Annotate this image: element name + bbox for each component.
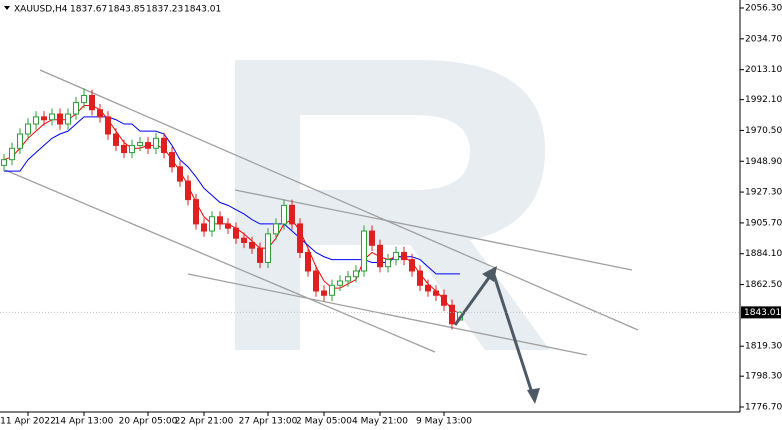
y-tick-label: 2013.10 [745,65,782,75]
candle-body [161,137,167,154]
arrow [453,271,495,326]
candle-body [249,241,255,249]
candle-body [145,142,151,149]
x-tick-label: 27 Apr 13:00 [239,417,298,427]
candle-body [321,290,327,296]
trend-line [4,169,436,353]
candle-body [289,204,295,225]
candle-body [169,152,175,168]
candle-body [121,144,127,154]
candle-body [433,290,439,296]
indicator-line [3,104,461,315]
candle-body [217,216,223,225]
candle-body [177,166,183,182]
candle-body [201,223,207,232]
menu-triangle [4,6,10,10]
candle-body [65,113,71,125]
candle-body [281,204,287,225]
candle-body [49,113,55,121]
x-tick-label: 9 May 13:00 [416,417,472,427]
candle-body [361,230,367,272]
header-value: 1843.01 [184,5,221,15]
candle-body [345,276,351,282]
candle-body [297,223,303,253]
indicator-line [4,116,460,275]
arrow-head [527,388,540,404]
x-tick-label: 22 Apr 21:00 [175,417,234,427]
y-tick-label: 1798.30 [745,372,782,382]
candle-body [105,116,111,135]
trend-line [234,189,633,271]
candle-body [9,147,15,161]
candle-body [337,280,343,286]
y-tick-label: 2056.30 [745,3,782,13]
candle-body [225,223,231,229]
candle-body [313,270,319,292]
candle-body [417,270,423,286]
candle-body [377,244,383,268]
y-tick-label: 1948.90 [745,157,782,167]
candle-body [425,284,431,292]
last-price-label: 1843.01 [744,308,781,318]
candle-body [233,227,239,239]
candle-body [153,137,159,149]
candle-body [401,251,407,261]
header-value: 1837.23 [146,5,183,15]
candle-body [57,113,63,125]
x-tick-label: 14 Apr 13:00 [55,417,114,427]
last-price-tag [741,306,781,319]
y-tick-label: 1819.30 [745,342,782,352]
candle-body [25,123,31,135]
y-tick-label: 1992.10 [745,95,782,105]
y-tick-label: 1905.70 [745,218,782,228]
candle-body [273,223,279,235]
candle-body [1,159,7,166]
candle-body [97,109,103,118]
x-tick-label: 2 May 05:00 [296,417,352,427]
candle-body [209,216,215,232]
candle-body [369,230,375,246]
trend-line [39,69,639,331]
candle-body [441,294,447,306]
candle-body [81,94,87,104]
candle-body [193,199,199,225]
candle-body [41,116,47,121]
header-value: 1843.85 [108,5,145,15]
candle-body [393,251,399,261]
candle-body [241,237,247,243]
y-tick-label: 1862.50 [745,280,782,290]
candle-body [409,259,415,272]
y-tick-label: 1776.70 [745,403,782,413]
watermark [235,60,550,350]
candle-body [257,247,263,263]
x-tick-label: 11 Apr 2022 [0,417,56,427]
candle-body [113,133,119,146]
x-tick-label: 4 May 21:00 [352,417,408,427]
candle-body [89,94,95,111]
candle-body [265,233,271,263]
candle-body [353,270,359,278]
candle-body [449,304,455,325]
symbol: XAUUSD,H4 [14,5,68,15]
header-value: 1837.67 [70,5,107,15]
candle-body [129,144,135,154]
candle-body [17,133,23,149]
candle-body [73,102,79,115]
x-tick-label: 20 Apr 05:00 [119,417,178,427]
arrow [491,271,535,397]
candle-body [305,251,311,272]
candle-body [33,116,39,125]
candle-body [185,180,191,201]
y-tick-label: 1927.30 [745,188,782,198]
candle-body [137,142,143,146]
y-tick-label: 2034.70 [745,34,782,44]
trend-line [187,273,588,356]
y-tick-label: 1970.50 [745,126,782,136]
y-tick-label: 1884.10 [745,249,782,259]
candle-body [385,259,391,268]
arrow-head [482,266,497,282]
candle-body [329,284,335,296]
